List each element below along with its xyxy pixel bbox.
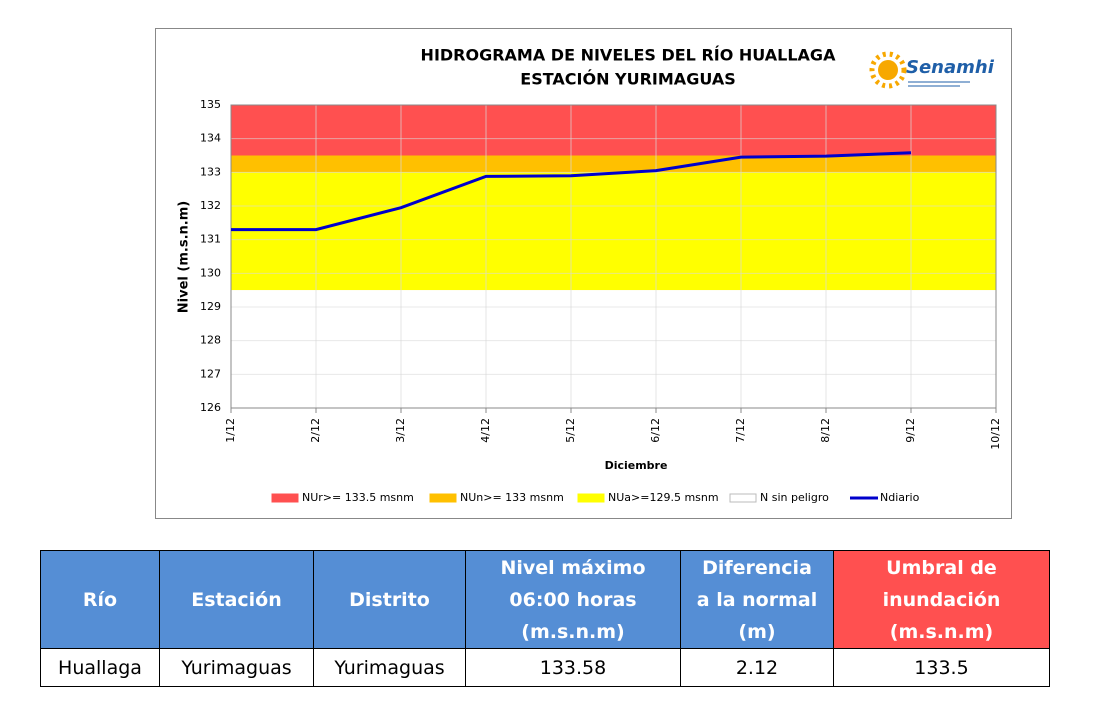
- series-line: [231, 151, 912, 232]
- x-tick-label: 5/12: [564, 418, 577, 443]
- header-text: Distrito: [349, 588, 430, 611]
- threshold-band: [231, 290, 996, 408]
- y-tick-label: 129: [200, 300, 221, 313]
- threshold-band: [231, 155, 996, 173]
- y-tick-label: 132: [200, 199, 221, 212]
- y-axis-label: Nivel (m.s.n.m): [177, 201, 192, 313]
- x-tick-label: 10/12: [989, 418, 1002, 450]
- x-tick-label: 6/12: [649, 418, 662, 443]
- y-tick-label: 135: [200, 98, 221, 111]
- data-cell: 133.58: [465, 648, 681, 687]
- header-text: Umbral de: [886, 556, 997, 579]
- legend-label: NUa>=129.5 msnm: [608, 491, 719, 504]
- header-cell: Distrito: [313, 550, 466, 649]
- data-cell: Yurimaguas: [159, 648, 314, 687]
- y-tick-label: 134: [200, 132, 221, 145]
- header-text: inundación: [882, 588, 1001, 611]
- y-tick-label: 131: [200, 233, 221, 246]
- summary-table: Río Estación Distrito Nivel máximo 06:00 hor…: [40, 550, 1050, 687]
- legend-label: N sin peligro: [760, 491, 829, 504]
- x-tick-label: 2/12: [309, 418, 322, 443]
- chart: HIDROGRAMA DE NIVELES DEL RÍO HUALLAGA E…: [155, 28, 1012, 519]
- legend-label: NUn>= 133 msnm: [460, 491, 564, 504]
- header-cell: Nivel máximo 06:00 horas (m.s.n.m): [465, 550, 681, 649]
- legend-swatch: [271, 493, 299, 503]
- logo: Senamhi: [869, 51, 995, 89]
- data-cell: Yurimaguas: [313, 648, 466, 687]
- header-cell: Estación: [159, 550, 314, 649]
- y-tick-label: 130: [200, 266, 221, 279]
- threshold-band: [231, 105, 996, 156]
- x-tick-label: 4/12: [479, 418, 492, 443]
- header-text: Estación: [191, 588, 282, 611]
- legend-label: NUr>= 133.5 msnm: [302, 491, 414, 504]
- header-cell: Diferencia a la normal (m): [680, 550, 834, 649]
- chart-title: HIDROGRAMA DE NIVELES DEL RÍO HUALLAGA: [421, 46, 837, 65]
- y-tick-label: 126: [200, 401, 221, 414]
- logo-rays: [869, 51, 907, 89]
- y-tick-label: 133: [200, 165, 221, 178]
- header-text: (m.s.n.m): [521, 620, 625, 643]
- plot-border: [230, 104, 997, 409]
- header-text: a la normal: [696, 588, 818, 611]
- x-tick-label: 7/12: [734, 418, 747, 443]
- header-text: (m.s.n.m): [889, 620, 994, 643]
- y-tick-label: 127: [200, 367, 221, 380]
- logo-text: Senamhi: [906, 57, 995, 78]
- x-axis-label: Diciembre: [605, 459, 668, 472]
- legend-swatch: [729, 493, 757, 503]
- data-cell: Huallaga: [40, 648, 160, 687]
- header-text: Nivel máximo: [500, 556, 646, 579]
- legend-label: Ndiario: [880, 491, 920, 504]
- data-row: Huallaga Yurimaguas Yurimaguas 133.58 2.12 13…: [40, 648, 1050, 687]
- x-tick-label: 3/12: [394, 418, 407, 443]
- y-tick-label: 128: [200, 334, 221, 347]
- x-tick-label: 9/12: [904, 418, 917, 443]
- legend-swatch: [429, 493, 457, 503]
- data-cell: 133.5: [833, 648, 1050, 687]
- x-tick-label: 8/12: [819, 418, 832, 443]
- legend-swatch: [577, 493, 605, 503]
- logo-sun: [878, 60, 898, 80]
- threshold-band: [231, 172, 996, 291]
- data-cell: 2.12: [680, 648, 834, 687]
- header-cell: Río: [40, 550, 160, 649]
- header-text: Río: [82, 588, 118, 611]
- chart-title: ESTACIÓN YURIMAGUAS: [520, 70, 735, 89]
- header-text: Diferencia: [702, 556, 812, 579]
- header-text: (m): [738, 620, 776, 643]
- header-cell: Umbral de inundación (m.s.n.m): [833, 550, 1050, 649]
- header-text: 06:00 horas: [509, 588, 637, 611]
- header-row: Río Estación Distrito Nivel máximo 06:00 hor…: [40, 550, 1050, 649]
- x-tick-label: 1/12: [224, 418, 237, 443]
